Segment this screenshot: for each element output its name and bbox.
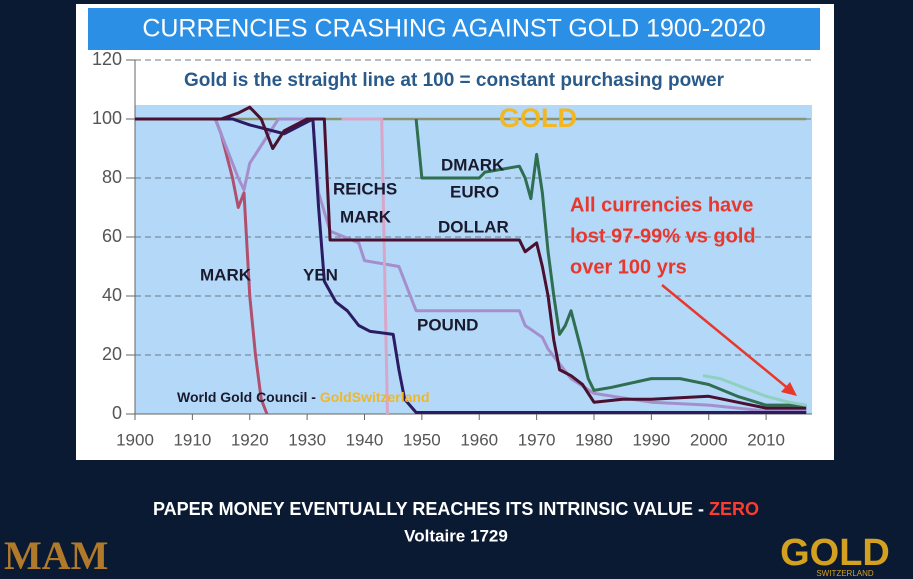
series-label: REICHS	[333, 179, 397, 198]
y-tick-label: 0	[112, 403, 122, 423]
x-tick-label: 1940	[346, 430, 384, 449]
attribution: Voltaire 1729	[404, 526, 508, 545]
gold-label: GOLD	[499, 103, 577, 133]
x-tick-label: 1960	[460, 430, 498, 449]
y-tick-label: 80	[102, 167, 122, 187]
series-line	[135, 117, 807, 415]
x-tick-label: 1900	[116, 430, 154, 449]
callout-arrow	[661, 284, 791, 391]
caption: PAPER MONEY EVENTUALLY REACHES ITS INTRI…	[153, 499, 759, 519]
logo-right: GOLD	[780, 532, 890, 574]
series-label: MARK	[200, 265, 252, 284]
series-line	[135, 117, 807, 413]
series-line	[341, 117, 389, 415]
source-highlight: GoldSwitzerland	[320, 389, 430, 405]
y-tick-label: 40	[102, 285, 122, 305]
series-label: EURO	[450, 182, 499, 201]
logo-right-sub: SWITZERLAND	[816, 569, 874, 578]
series-label: MARK	[340, 207, 392, 226]
series-line	[135, 105, 807, 410]
y-tick-label: 120	[92, 49, 122, 69]
x-tick-label: 1970	[518, 430, 556, 449]
callout-arrowhead	[781, 382, 797, 396]
series-line	[702, 374, 807, 407]
y-tick-label: 100	[92, 108, 122, 128]
source-text: World Gold Council -	[177, 389, 320, 405]
callout: lost 97-99% vs gold	[570, 225, 756, 247]
x-tick-label: 1930	[288, 430, 326, 449]
x-tick-label: 1920	[231, 430, 269, 449]
plot-area	[135, 105, 812, 414]
series-label: YEN	[303, 265, 338, 284]
x-tick-label: 1980	[575, 430, 613, 449]
x-tick-label: 2010	[747, 430, 785, 449]
x-tick-label: 1950	[403, 430, 441, 449]
subtitle: Gold is the straight line at 100 = const…	[184, 70, 725, 91]
source: World Gold Council - GoldSwitzerland	[177, 389, 430, 405]
series-label: POUND	[417, 315, 478, 334]
series-line	[414, 118, 807, 407]
callout: All currencies have	[570, 194, 753, 216]
caption-text: PAPER MONEY EVENTUALLY REACHES ITS INTRI…	[153, 499, 709, 519]
x-tick-label: 1910	[173, 430, 211, 449]
x-tick-label: 1990	[632, 430, 670, 449]
y-tick-label: 60	[102, 226, 122, 246]
chart-title: CURRENCIES CRASHING AGAINST GOLD 1900-20…	[142, 15, 765, 43]
callout: over 100 yrs	[570, 256, 687, 278]
title-bar	[88, 8, 820, 50]
y-tick-label: 20	[102, 344, 122, 364]
caption-highlight: ZERO	[709, 499, 759, 519]
x-tick-label: 2000	[690, 430, 728, 449]
logo-left: MAM	[4, 533, 108, 578]
series-label: DMARK	[441, 155, 505, 174]
series-label: DOLLAR	[438, 217, 509, 236]
